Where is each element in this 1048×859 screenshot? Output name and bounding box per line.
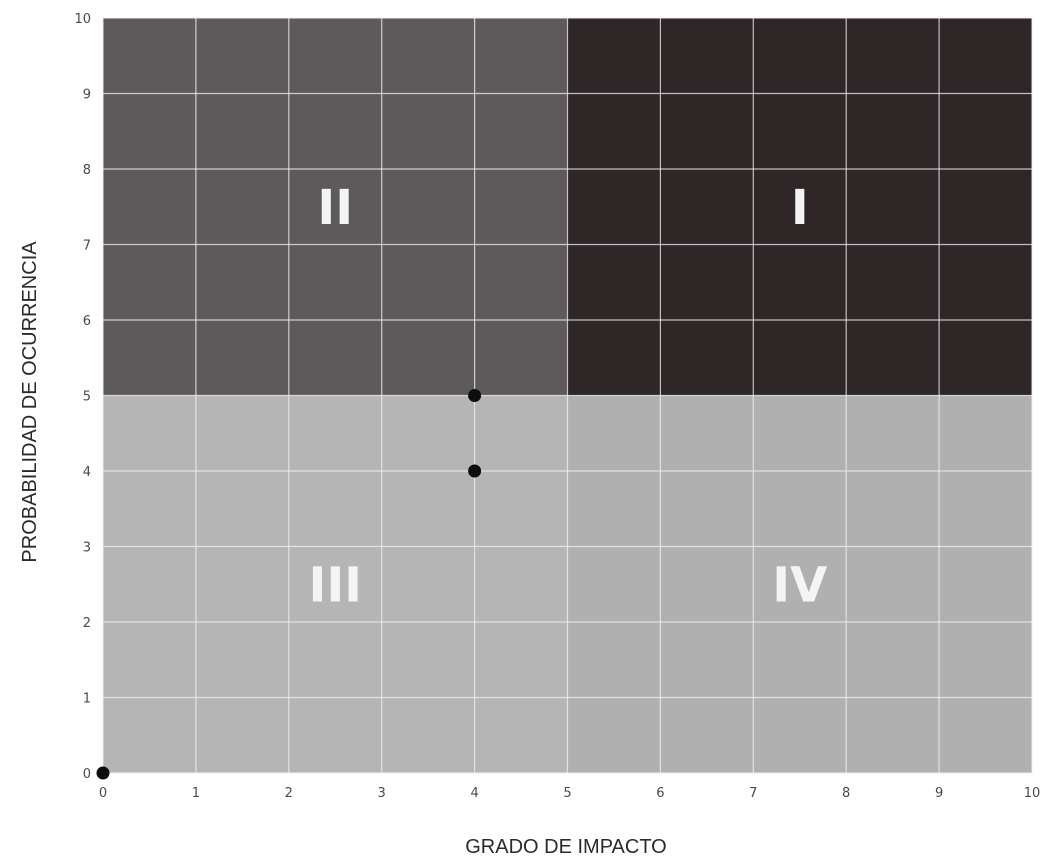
data-point <box>468 389 482 402</box>
y-tick-label: 4 <box>83 465 91 480</box>
quadrant-regions <box>103 18 1032 773</box>
y-tick-label: 0 <box>83 767 91 782</box>
quadrant-ii <box>103 18 568 396</box>
y-tick-label: 7 <box>83 239 91 254</box>
x-tick-label: 0 <box>99 786 107 801</box>
x-tick-label: 6 <box>656 786 664 801</box>
quadrant-iv <box>567 395 1032 773</box>
quadrant-label-i: I <box>791 180 809 236</box>
data-point <box>468 464 482 478</box>
quadrant-label-iii: III <box>308 557 362 613</box>
y-tick-label: 6 <box>83 314 91 329</box>
y-axis-label: PROBABILIDAD DE OCURRENCIA <box>19 241 41 563</box>
y-tick-label: 9 <box>83 88 91 103</box>
x-tick-label: 9 <box>935 786 943 801</box>
y-tick-label: 8 <box>83 163 91 178</box>
y-tick-label: 1 <box>83 692 91 707</box>
x-tick-label: 2 <box>285 786 293 801</box>
x-tick-label: 5 <box>563 786 571 801</box>
y-tick-label: 3 <box>83 541 91 556</box>
data-points <box>96 389 482 780</box>
x-axis-ticks: 0 1 2 3 4 5 6 7 8 9 10 <box>99 786 1040 801</box>
data-point <box>96 766 110 780</box>
quadrant-label-ii: II <box>317 180 353 236</box>
x-tick-label: 3 <box>378 786 386 801</box>
quadrant-label-iv: IV <box>772 557 827 613</box>
x-tick-label: 8 <box>842 786 850 801</box>
x-tick-label: 4 <box>470 786 478 801</box>
grid-lines <box>102 17 1033 774</box>
y-axis-ticks: 0 1 2 3 4 5 6 7 8 9 10 <box>74 12 91 782</box>
x-tick-label: 7 <box>749 786 757 801</box>
x-tick-label: 1 <box>192 786 200 801</box>
quadrant-iii <box>103 395 568 773</box>
y-tick-label: 10 <box>74 12 91 27</box>
y-tick-label: 5 <box>83 390 91 405</box>
y-tick-label: 2 <box>83 616 91 631</box>
x-tick-label: 10 <box>1024 786 1041 801</box>
x-axis-label: GRADO DE IMPACTO <box>465 836 667 858</box>
quadrant-i <box>567 18 1032 396</box>
